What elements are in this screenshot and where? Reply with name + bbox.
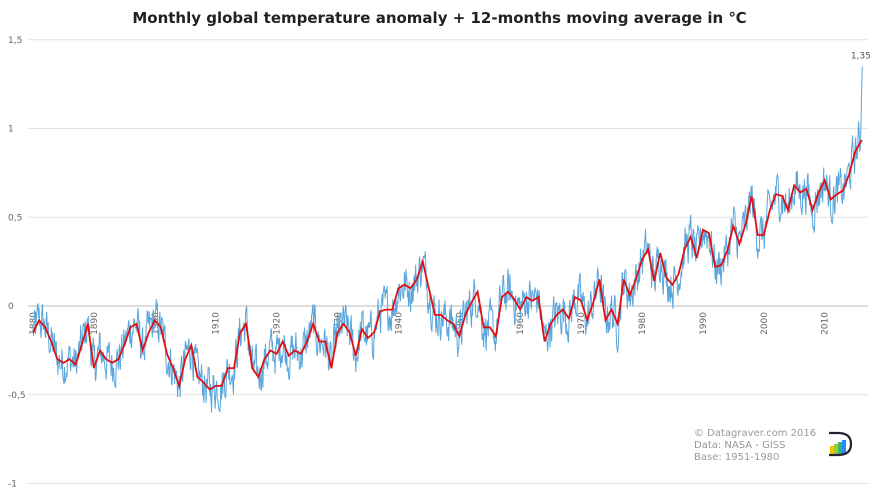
x-tick-label: 1890 [90,312,100,335]
x-tick-label: 1920 [273,312,283,335]
y-tick-label: 0,5 [8,213,22,223]
x-tick-label: 1980 [638,312,648,335]
x-tick-label: 1900 [151,312,161,335]
x-tick-label: 1940 [394,312,404,335]
x-tick-label: 1960 [516,312,526,335]
credit-data-source: Data: NASA - GISS [694,440,786,451]
x-tick-label: 2000 [760,312,770,335]
moving-average-line [32,139,863,391]
monthly-anomaly-line [32,66,863,413]
datagraver-logo-icon [829,431,853,457]
y-tick-label: 0 [8,302,14,312]
x-tick-label: 1970 [577,312,587,335]
credit-copyright: © Datagraver.com 2016 [694,428,817,439]
y-tick-label: -0,5 [8,391,26,401]
peak-value-label: 1,35 [851,51,871,61]
x-tick-label: 1910 [212,312,222,335]
credit-base-period: Base: 1951-1980 [694,452,780,463]
y-tick-label: 1 [8,125,14,135]
y-tick-label: -1 [8,480,17,490]
y-tick-label: 1,5 [8,36,22,46]
x-tick-label: 2010 [821,312,831,335]
x-tick-label: 1990 [699,312,709,335]
chart-title: Monthly global temperature anomaly + 12-… [132,9,747,27]
credits: © Datagraver.com 2016 Data: NASA - GISS … [694,428,816,464]
